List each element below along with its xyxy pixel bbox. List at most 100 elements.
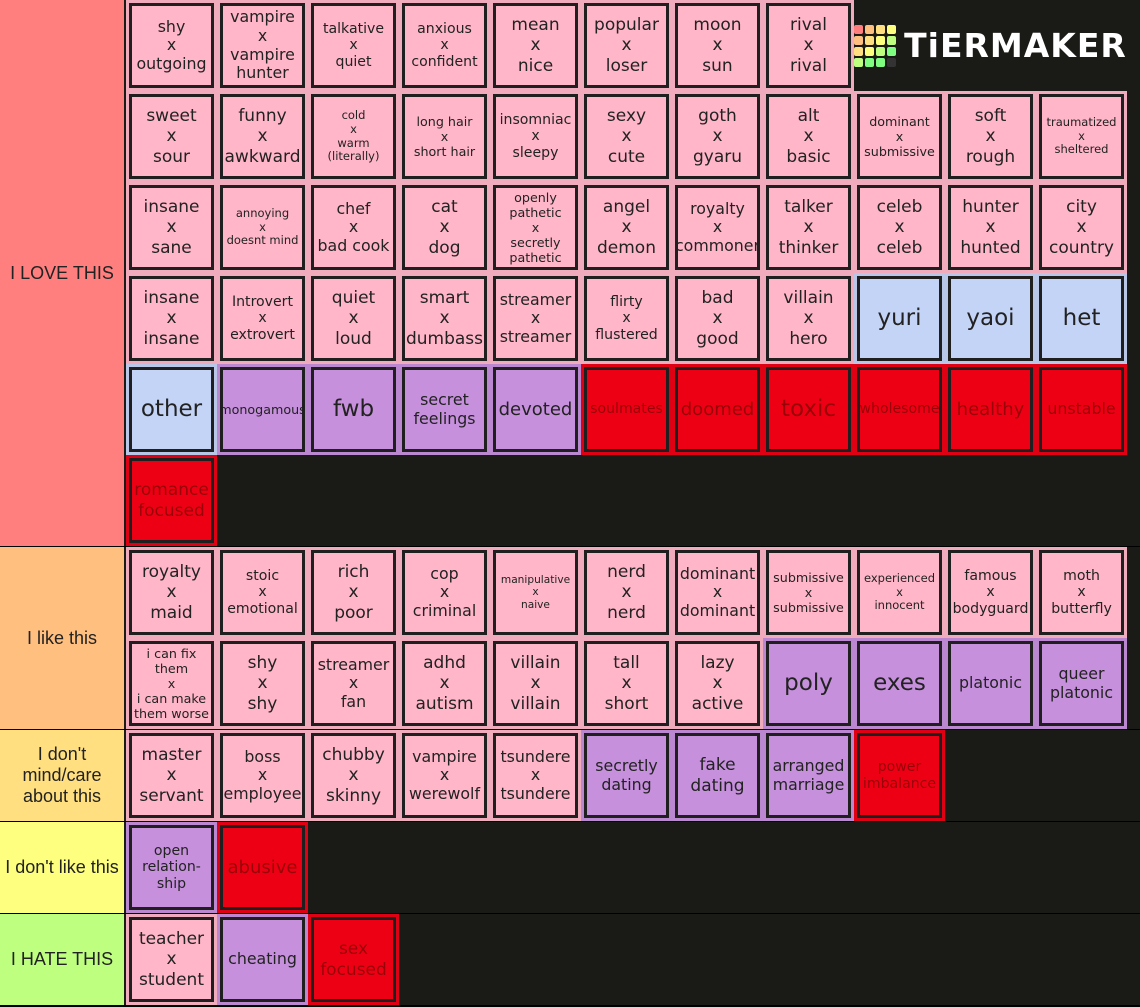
tier-item[interactable]: sexy x cute [581,91,672,182]
tier-item[interactable]: villain x villain [490,638,581,729]
tier-item[interactable]: yuri [854,273,945,364]
tier-item[interactable]: secretly dating [581,730,672,821]
tier-item[interactable]: cheating [217,914,308,1005]
tier-item[interactable]: flirty x flustered [581,273,672,364]
tier-item[interactable]: lazy x active [672,638,763,729]
tier-item[interactable]: vampire x vampire hunter [217,0,308,91]
item-text: chubby x skinny [311,733,396,818]
tier-item[interactable]: open relation- ship [126,822,217,913]
tier-item[interactable]: mean x nice [490,0,581,91]
tier-item[interactable]: adhd x autism [399,638,490,729]
tier-item[interactable]: popular x loser [581,0,672,91]
tier-item[interactable]: master x servant [126,730,217,821]
item-text: other [129,367,214,452]
tier-item[interactable]: unstable [1036,364,1127,455]
tier-item[interactable]: annoying x doesnt mind [217,182,308,273]
tier-item[interactable]: bad x good [672,273,763,364]
tier-item[interactable]: insane x sane [126,182,217,273]
tier-item[interactable]: yaoi [945,273,1036,364]
tier-item[interactable]: chef x bad cook [308,182,399,273]
tier-item[interactable]: secret feelings [399,364,490,455]
tier-item[interactable]: chubby x skinny [308,730,399,821]
tier-item[interactable]: talkative x quiet [308,0,399,91]
tier-item[interactable]: villain x hero [763,273,854,364]
tier-item[interactable]: arranged marriage [763,730,854,821]
tier-item[interactable]: moon x sun [672,0,763,91]
tier-item[interactable]: sex focused [308,914,399,1005]
tier-item[interactable]: long hair x short hair [399,91,490,182]
item-text: villain x hero [766,276,851,361]
tier-item[interactable]: openly pathetic x secretly pathetic [490,182,581,273]
tier-item[interactable]: power imbalance [854,730,945,821]
tier-item[interactable]: healthy [945,364,1036,455]
tier-item[interactable]: poly [763,638,854,729]
item-text: flirty x flustered [584,276,669,361]
tier-item[interactable]: submissive x submissive [763,547,854,638]
tier-item[interactable]: nerd x nerd [581,547,672,638]
tier-item[interactable]: streamer x streamer [490,273,581,364]
item-text: healthy [948,367,1033,452]
tier-item[interactable]: royalty x maid [126,547,217,638]
tier-item[interactable]: Introvert x extrovert [217,273,308,364]
tier-item[interactable]: teacher x student [126,914,217,1005]
tier-item[interactable]: stoic x emotional [217,547,308,638]
tier-item[interactable]: traumatized x sheltered [1036,91,1127,182]
tier-item[interactable]: soulmates [581,364,672,455]
tier-item[interactable]: moth x butterfly [1036,547,1127,638]
tier-item[interactable]: cat x dog [399,182,490,273]
tier-item[interactable]: rival x rival [763,0,854,91]
tier-item[interactable]: insomniac x sleepy [490,91,581,182]
tier-item[interactable]: cold x warm (literally) [308,91,399,182]
tier-item[interactable]: funny x awkward [217,91,308,182]
tier-item[interactable]: monogamous [217,364,308,455]
tier-item[interactable]: shy x outgoing [126,0,217,91]
tier-label: I HATE THIS [0,914,124,1005]
tier-item[interactable]: fake dating [672,730,763,821]
tier-item[interactable]: devoted [490,364,581,455]
tier-item[interactable]: shy x shy [217,638,308,729]
tier-item[interactable]: streamer x fan [308,638,399,729]
tier-item[interactable]: manipulative x naive [490,547,581,638]
tier-item[interactable]: famous x bodyguard [945,547,1036,638]
tier-item[interactable]: vampire x werewolf [399,730,490,821]
tier-item[interactable]: dominant x submissive [854,91,945,182]
tier-item[interactable]: angel x demon [581,182,672,273]
tier-item[interactable]: romance focused [126,455,217,546]
tier-item[interactable]: platonic [945,638,1036,729]
tier-item[interactable]: fwb [308,364,399,455]
tier-item[interactable]: doomed [672,364,763,455]
tier-item[interactable]: smart x dumbass [399,273,490,364]
tier-item[interactable]: quiet x loud [308,273,399,364]
tier-item[interactable]: cop x criminal [399,547,490,638]
tier-row: I HATE THIS teacher x student cheating sex … [0,914,1140,1005]
tier-item[interactable]: experienced x innocent [854,547,945,638]
tier-item[interactable]: boss x employee [217,730,308,821]
tier-item[interactable]: soft x rough [945,91,1036,182]
tier-item[interactable]: celeb x celeb [854,182,945,273]
tier-item[interactable]: hunter x hunted [945,182,1036,273]
tier-item[interactable]: i can fix them x i can make them worse [126,638,217,729]
tier-item[interactable]: queer platonic [1036,638,1127,729]
tier-item[interactable]: alt x basic [763,91,854,182]
tier-item[interactable]: wholesome [854,364,945,455]
tier-item[interactable]: royalty x commoner [672,182,763,273]
item-text: streamer x streamer [493,276,578,361]
tier-item[interactable]: insane x insane [126,273,217,364]
logo-square [876,24,886,34]
tier-item[interactable]: het [1036,273,1127,364]
tier-item[interactable]: other [126,364,217,455]
tier-item[interactable]: abusive [217,822,308,913]
tier-item[interactable]: sweet x sour [126,91,217,182]
tier-item[interactable]: goth x gyaru [672,91,763,182]
item-text: smart x dumbass [402,276,487,361]
tier-item[interactable]: tall x short [581,638,672,729]
tier-item[interactable]: anxious x confident [399,0,490,91]
tier-item[interactable]: rich x poor [308,547,399,638]
tier-item[interactable]: exes [854,638,945,729]
tier-item[interactable]: toxic [763,364,854,455]
tier-item[interactable]: tsundere x tsundere [490,730,581,821]
tier-item[interactable]: talker x thinker [763,182,854,273]
tier-item[interactable]: dominant x dominant [672,547,763,638]
logo-square [854,35,864,45]
tier-item[interactable]: city x country [1036,182,1127,273]
